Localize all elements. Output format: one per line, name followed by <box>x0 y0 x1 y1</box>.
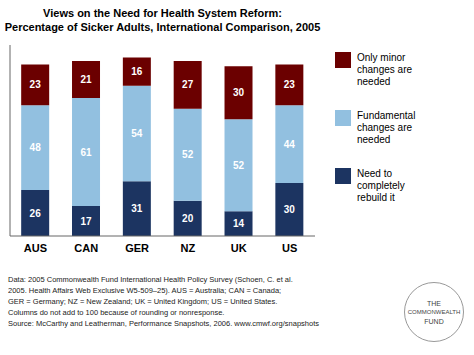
html-text:needed: needed <box>357 134 391 145</box>
html-text:completely: completely <box>357 180 405 191</box>
html-text:Fundamental: Fundamental <box>357 110 416 121</box>
svg-text:52: 52 <box>182 149 194 160</box>
svg-text:31: 31 <box>131 203 143 214</box>
html-text:Percentage of Sicker Adults, I: Percentage of Sicker Adults, Internation… <box>4 21 321 33</box>
html-text:FUND: FUND <box>424 317 444 325</box>
html-text:GER = Germany; NZ = New Zealan: GER = Germany; NZ = New Zealand; UK = Un… <box>8 297 278 306</box>
svg-text:GER: GER <box>125 242 149 254</box>
html-text:Source: McCarthy and Leatherma: Source: McCarthy and Leatherman, Perform… <box>8 319 319 328</box>
svg-text:30: 30 <box>233 87 245 98</box>
html-text:Data: 2005 Commonwealth Fund I: Data: 2005 Commonwealth Fund Internation… <box>8 275 293 284</box>
html-text:needed: needed <box>357 76 391 87</box>
svg-text:54: 54 <box>131 128 143 139</box>
svg-text:44: 44 <box>284 139 296 150</box>
html-text:changes are: changes are <box>357 122 412 133</box>
svg-text:16: 16 <box>131 66 143 77</box>
html-text:2005. Health Affairs Web Exclu: 2005. Health Affairs Web Exclusive W5-50… <box>8 286 282 295</box>
html-text:Need to: Need to <box>357 168 392 179</box>
html-text:Only minor: Only minor <box>357 52 406 63</box>
svg-text:NZ: NZ <box>181 242 196 254</box>
svg-text:14: 14 <box>233 218 245 229</box>
svg-text:17: 17 <box>80 216 92 227</box>
svg-text:CAN: CAN <box>74 242 98 254</box>
svg-text:27: 27 <box>182 79 194 90</box>
svg-text:AUS: AUS <box>24 242 47 254</box>
html-text:THE: THE <box>427 299 441 307</box>
svg-text:US: US <box>282 242 297 254</box>
svg-text:23: 23 <box>284 79 296 90</box>
svg-text:20: 20 <box>182 213 194 224</box>
html-text:COMMONWEALTH: COMMONWEALTH <box>407 308 461 315</box>
svg-text:23: 23 <box>30 79 42 90</box>
svg-text:21: 21 <box>80 74 92 85</box>
html-text:Views on the Need for Health S: Views on the Need for Health System Refo… <box>43 7 282 19</box>
svg-text:26: 26 <box>30 208 42 219</box>
html-text:Columns do not add to 100 beca: Columns do not add to 100 because of rou… <box>8 308 225 317</box>
svg-text:48: 48 <box>30 142 42 153</box>
html-text:rebuild it: rebuild it <box>357 192 395 203</box>
svg-text:UK: UK <box>231 242 247 254</box>
svg-text:61: 61 <box>80 147 92 158</box>
svg-text:30: 30 <box>284 204 296 215</box>
html-text:changes are: changes are <box>357 64 412 75</box>
svg-text:52: 52 <box>233 160 245 171</box>
